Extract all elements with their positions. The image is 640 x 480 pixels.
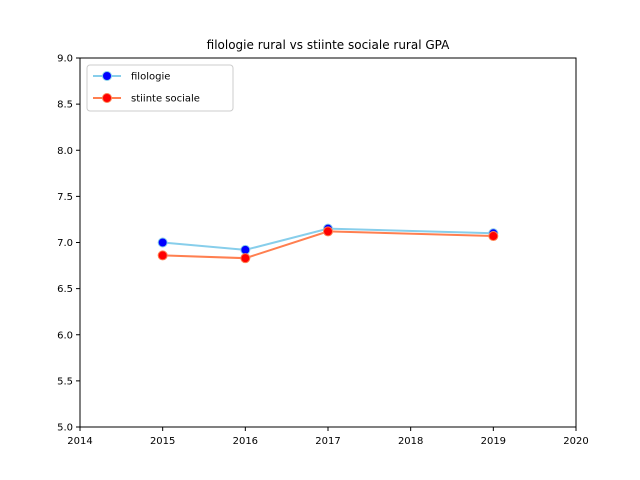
x-tick-label: 2018 xyxy=(398,436,423,447)
legend-label: stiinte sociale xyxy=(131,94,200,105)
y-tick-label: 8.5 xyxy=(57,100,73,111)
legend-label: filologie xyxy=(131,72,170,83)
chart-title: filologie rural vs stiinte sociale rural… xyxy=(207,38,450,52)
series-line-0 xyxy=(162,227,494,251)
x-tick-label: 2019 xyxy=(481,436,506,447)
y-tick-label: 5.5 xyxy=(57,376,73,387)
y-tick-label: 5.0 xyxy=(57,423,73,434)
y-tick-label: 7.5 xyxy=(57,192,73,203)
y-tick-label: 8.0 xyxy=(57,146,73,157)
series-layer xyxy=(157,223,499,264)
plot-frame xyxy=(79,57,577,428)
series-line-1 xyxy=(162,230,494,260)
x-tick-label: 2014 xyxy=(67,436,92,447)
x-tick-label: 2020 xyxy=(563,436,588,447)
y-tick-label: 7.0 xyxy=(57,238,73,249)
data-point xyxy=(240,253,251,264)
x-tick-label: 2017 xyxy=(315,436,340,447)
y-tick-label: 9.0 xyxy=(57,54,73,65)
data-point xyxy=(488,231,499,242)
data-point xyxy=(240,244,251,255)
legend-marker xyxy=(102,71,112,81)
data-point xyxy=(157,237,168,248)
data-point xyxy=(157,250,168,261)
y-tick-label: 6.0 xyxy=(57,330,73,341)
legend-marker xyxy=(102,93,112,103)
y-tick-label: 6.5 xyxy=(57,284,73,295)
x-tick-label: 2016 xyxy=(233,436,258,447)
y-axis: 5.0 5.5 6.0 6.5 7.0 7.5 8.0 8.5 9.0 xyxy=(57,54,80,434)
x-axis: 2014 2015 2016 2017 2018 2019 2020 xyxy=(67,427,589,447)
data-point xyxy=(323,226,333,237)
x-tick-label: 2015 xyxy=(150,436,175,447)
legend-box xyxy=(86,64,234,112)
legend: filologie stiinte sociale xyxy=(86,64,234,112)
